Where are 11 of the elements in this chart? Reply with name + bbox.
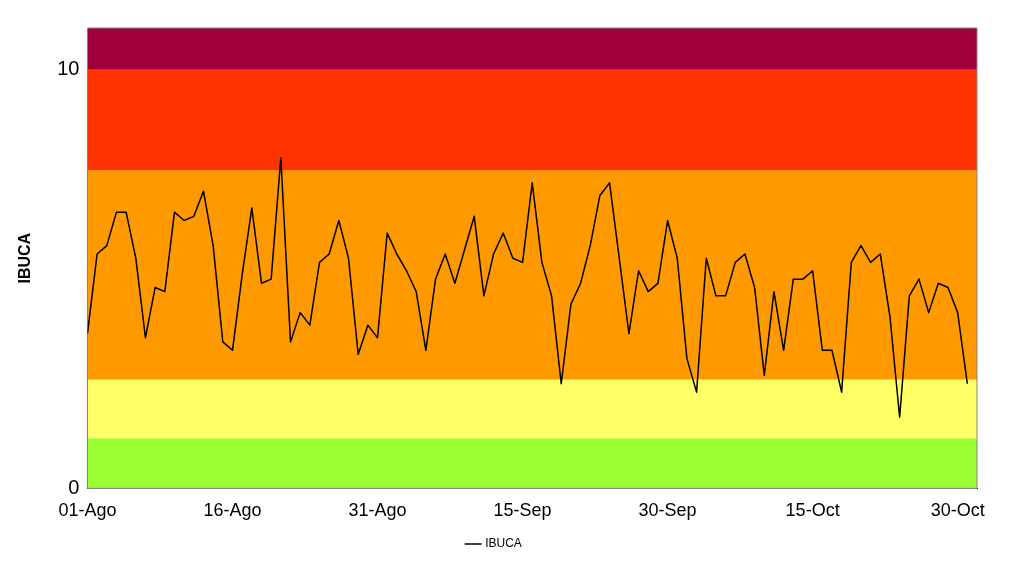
x-tick-label: 30-Sep xyxy=(638,500,697,521)
y-tick-label: 0 xyxy=(68,475,80,498)
x-tick-label: 31-Ago xyxy=(348,500,407,521)
x-tick-label: 16-Ago xyxy=(203,500,262,521)
x-tick-label: 01-Ago xyxy=(58,500,117,521)
x-tick-label: 30-Oct xyxy=(930,500,985,521)
y-tick-label: 10 xyxy=(57,57,80,80)
y-axis-title: IBUCA xyxy=(16,232,34,284)
x-tick-label: 15-Oct xyxy=(785,500,840,521)
x-tick-label: 15-Sep xyxy=(493,500,552,521)
legend-label: IBUCA xyxy=(485,536,522,551)
